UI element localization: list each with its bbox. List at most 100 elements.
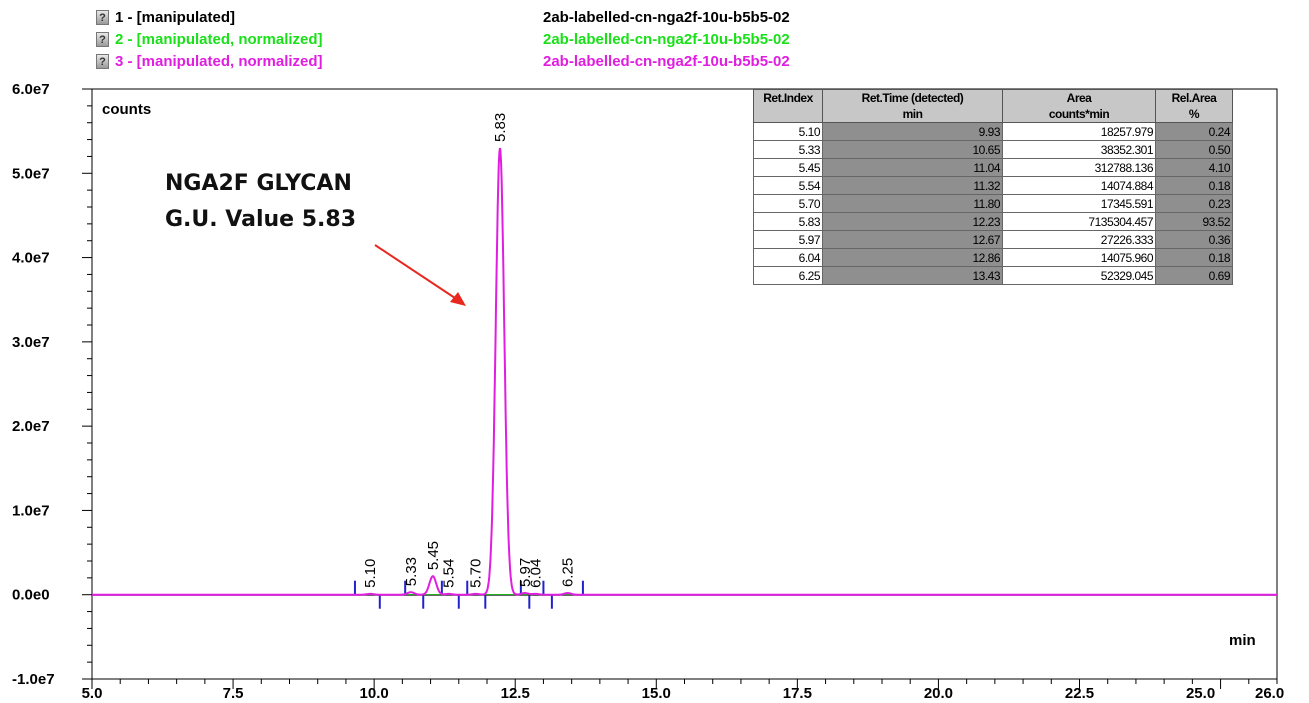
table-row: 5.83 12.23 7135304.457 93.52 <box>753 212 1233 231</box>
cell-ret-time: 12.23 <box>822 212 1003 231</box>
cell-ret-time: 12.86 <box>822 248 1003 267</box>
cell-area: 14075.960 <box>1002 248 1156 267</box>
peak-label: 5.45 <box>425 541 442 570</box>
cell-ret-time: 10.65 <box>822 140 1003 159</box>
table-row: 5.70 11.80 17345.591 0.23 <box>753 194 1233 213</box>
chromatogram-traces <box>92 147 1277 596</box>
annotation-value: G.U. Value 5.83 <box>165 207 357 232</box>
y-tick-label: 0.0e0 <box>12 587 50 604</box>
x-tick-label: 10.0 <box>360 685 389 702</box>
legend-label: 3 - [manipulated, normalized] <box>115 52 323 70</box>
legend-entry-2: ? 2 - [manipulated, normalized] 2ab-labe… <box>96 28 790 50</box>
cell-area: 38352.301 <box>1002 140 1156 159</box>
cell-ret-index: 6.04 <box>753 248 823 267</box>
cell-rel-area: 0.23 <box>1155 194 1233 213</box>
peak-label: 5.83 <box>492 113 509 142</box>
peak-table: Ret.Index Ret.Time (detected) min Area cou… <box>753 89 1233 285</box>
cell-rel-area: 0.36 <box>1155 230 1233 249</box>
header-area: Area counts*min <box>1002 89 1156 123</box>
x-tick-label: 5.0 <box>82 685 103 702</box>
table-row: 5.45 11.04 312788.136 4.10 <box>753 158 1233 177</box>
cell-ret-index: 5.45 <box>753 158 823 177</box>
legend-entry-3: ? 3 - [manipulated, normalized] 2ab-labe… <box>96 50 790 72</box>
cell-area: 312788.136 <box>1002 158 1156 177</box>
trace-line-3 <box>92 147 1277 596</box>
table-row: 5.54 11.32 14074.884 0.18 <box>753 176 1233 195</box>
cell-rel-area: 93.52 <box>1155 212 1233 231</box>
x-tick-label: 20.0 <box>924 685 953 702</box>
y-tick-label: 1.0e7 <box>12 502 50 519</box>
x-tick-label: 25.0 <box>1186 685 1215 702</box>
table-row: 6.04 12.86 14075.960 0.18 <box>753 248 1233 267</box>
question-icon: ? <box>96 31 109 47</box>
table-row: 5.10 9.93 18257.979 0.24 <box>753 122 1233 141</box>
x-tick-label: 17.5 <box>783 685 812 702</box>
peak-table-body: 5.10 9.93 18257.979 0.24 5.33 10.65 38352.301 0… <box>753 122 1233 285</box>
cell-rel-area: 0.18 <box>1155 176 1233 195</box>
y-tick-label: 4.0e7 <box>12 250 50 267</box>
table-row: 6.25 13.43 52329.045 0.69 <box>753 266 1233 285</box>
peak-label: 6.04 <box>528 559 545 588</box>
x-tick-label: 7.5 <box>223 685 244 702</box>
cell-ret-time: 9.93 <box>822 122 1003 141</box>
cell-ret-time: 11.04 <box>822 158 1003 177</box>
cell-ret-index: 5.33 <box>753 140 823 159</box>
peak-label: 5.97 <box>517 558 534 587</box>
y-tick-label: 5.0e7 <box>12 165 50 182</box>
y-tick-label: 6.0e7 <box>12 81 50 98</box>
y-axis: -1.0e7 0.0e0 1.0e7 2.0e7 3.0e7 4.0e7 5.0e7 6.0e… <box>12 81 92 688</box>
question-icon: ? <box>96 53 109 69</box>
cell-rel-area: 0.50 <box>1155 140 1233 159</box>
cell-rel-area: 0.24 <box>1155 122 1233 141</box>
cell-ret-index: 6.25 <box>753 266 823 285</box>
cell-ret-index: 5.97 <box>753 230 823 249</box>
cell-ret-time: 13.43 <box>822 266 1003 285</box>
x-tick-label: 26.0 <box>1255 685 1284 702</box>
cell-rel-area: 4.10 <box>1155 158 1233 177</box>
cell-area: 17345.591 <box>1002 194 1156 213</box>
header-rel-area: Rel.Area% <box>1155 89 1233 123</box>
cell-ret-time: 12.67 <box>822 230 1003 249</box>
peak-labels: 5.10 5.33 5.455.54 5.70 5.83 5.976.04 6.25 <box>362 113 577 588</box>
peak-table-header: Ret.Index Ret.Time (detected) min Area cou… <box>753 89 1233 123</box>
cell-rel-area: 0.69 <box>1155 266 1233 285</box>
question-icon: ? <box>96 9 109 25</box>
peak-label: 5.54 <box>441 559 458 588</box>
legend-sample: 2ab-labelled-cn-nga2f-10u-b5b5-02 <box>543 30 790 48</box>
cell-ret-index: 5.70 <box>753 194 823 213</box>
cell-area: 7135304.457 <box>1002 212 1156 231</box>
table-row: 5.33 10.65 38352.301 0.50 <box>753 140 1233 159</box>
x-tick-label: 15.0 <box>642 685 671 702</box>
y-axis-label: counts <box>102 101 151 118</box>
cell-ret-index: 5.54 <box>753 176 823 195</box>
cell-area: 52329.045 <box>1002 266 1156 285</box>
table-row: 5.97 12.67 27226.333 0.36 <box>753 230 1233 249</box>
cell-ret-index: 5.83 <box>753 212 823 231</box>
header-ret-index: Ret.Index <box>753 89 823 123</box>
y-tick-label: 3.0e7 <box>12 334 50 351</box>
x-tick-label: 22.5 <box>1065 685 1094 702</box>
peak-label: 5.33 <box>403 557 420 586</box>
cell-area: 18257.979 <box>1002 122 1156 141</box>
peak-label: 5.70 <box>468 559 485 588</box>
legend-label: 1 - [manipulated] <box>115 8 236 26</box>
cell-rel-area: 0.18 <box>1155 248 1233 267</box>
peak-label: 5.10 <box>362 559 379 588</box>
cell-area: 14074.884 <box>1002 176 1156 195</box>
y-tick-label: -1.0e7 <box>12 671 55 688</box>
cell-area: 27226.333 <box>1002 230 1156 249</box>
x-tick-label: 12.5 <box>501 685 530 702</box>
cell-ret-time: 11.80 <box>822 194 1003 213</box>
legend-sample: 2ab-labelled-cn-nga2f-10u-b5b5-02 <box>543 8 790 26</box>
cell-ret-index: 5.10 <box>753 122 823 141</box>
y-tick-label: 2.0e7 <box>12 418 50 435</box>
x-axis-label: min <box>1229 632 1256 649</box>
annotation-title: NGA2F GLYCAN <box>165 171 352 196</box>
header-ret-time: Ret.Time (detected) min <box>822 89 1003 123</box>
integration-markers <box>353 580 584 609</box>
legend-label: 2 - [manipulated, normalized] <box>115 30 323 48</box>
cell-ret-time: 11.32 <box>822 176 1003 195</box>
x-axis: 5.0 7.5 10.0 12.5 15.0 17.5 20.0 22.5 25.0 26.0 <box>82 679 1284 702</box>
annotation-arrow <box>374 244 466 306</box>
peak-label: 6.25 <box>560 558 577 587</box>
